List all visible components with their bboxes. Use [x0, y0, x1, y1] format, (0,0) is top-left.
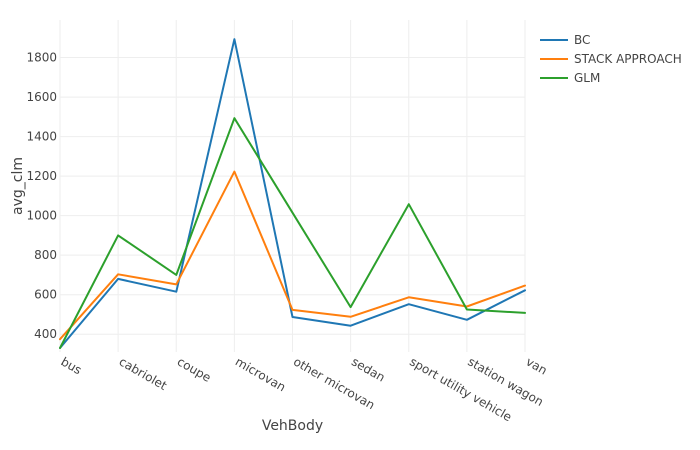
y-axis-title: avg_clm — [10, 157, 26, 215]
x-tick-label: coupe — [175, 354, 214, 384]
y-tick-label: 1800 — [26, 51, 57, 65]
y-tick-label: 1000 — [26, 209, 57, 223]
y-tick-label: 1200 — [26, 169, 57, 183]
y-tick-label: 600 — [34, 288, 57, 302]
series-line-glm[interactable] — [59, 117, 526, 349]
x-tick-label: bus — [59, 354, 85, 377]
y-tick-label: 1600 — [26, 90, 57, 104]
x-tick-label: cabriolet — [117, 354, 170, 393]
series-line-bc[interactable] — [59, 38, 526, 349]
y-tick-label: 1400 — [26, 130, 57, 144]
legend-item[interactable]: STACK APPROACH — [540, 52, 682, 66]
x-tick-label: van — [524, 354, 550, 377]
grid — [59, 20, 526, 352]
series-lines — [59, 38, 526, 349]
x-axis-title: VehBody — [262, 418, 323, 434]
x-tick-label: sedan — [349, 354, 387, 384]
x-tick-label: microvan — [233, 354, 288, 394]
legend-label: GLM — [574, 71, 600, 85]
y-axis-ticks: 400 600 800 1000 1200 1400 1600 1800 — [26, 51, 57, 342]
y-tick-label: 800 — [34, 248, 57, 262]
legend[interactable]: BC STACK APPROACH GLM — [540, 33, 682, 85]
x-axis-ticks: bus cabriolet coupe microvan other microvans… — [59, 354, 550, 424]
legend-item[interactable]: GLM — [540, 71, 600, 85]
legend-label: STACK APPROACH — [574, 52, 682, 66]
x-tick-label: sport utility vehicle — [407, 354, 514, 424]
y-tick-label: 400 — [34, 327, 57, 341]
legend-label: BC — [574, 33, 590, 47]
series-line-stack-approach[interactable] — [59, 170, 526, 341]
legend-item[interactable]: BC — [540, 33, 590, 47]
